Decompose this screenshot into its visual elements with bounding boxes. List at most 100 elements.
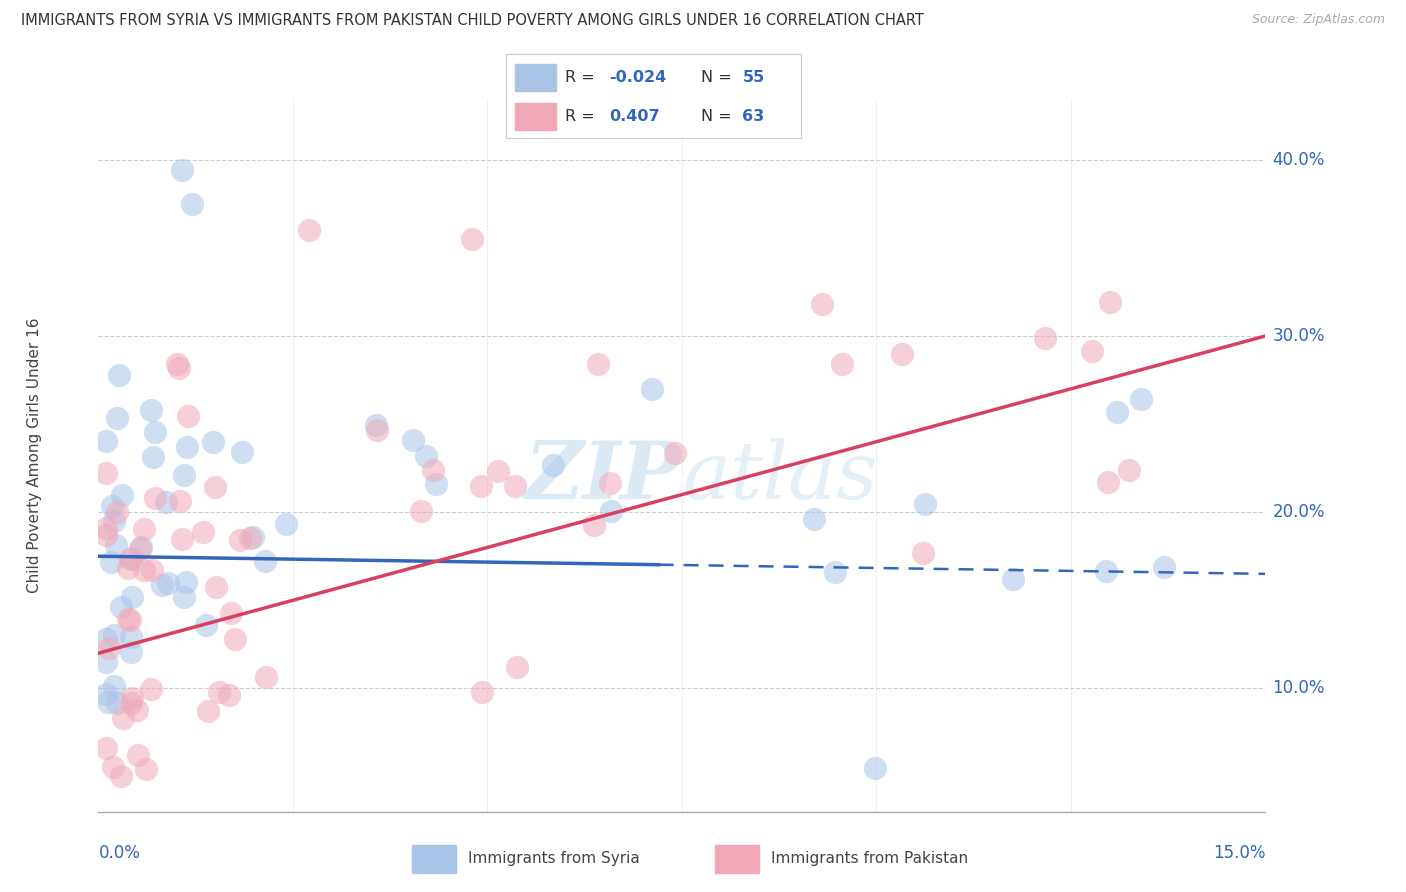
- Point: [803, 512, 825, 526]
- Point: [96, 434, 118, 448]
- Point: [96, 521, 118, 535]
- Point: [1094, 564, 1116, 578]
- Point: [117, 612, 139, 626]
- Point: [141, 681, 163, 696]
- Point: [582, 517, 605, 532]
- Point: [425, 476, 447, 491]
- Point: [96, 528, 118, 542]
- Point: [166, 358, 188, 372]
- Point: [96, 655, 118, 669]
- Point: [503, 478, 526, 492]
- Point: [101, 500, 124, 514]
- Point: [204, 480, 226, 494]
- Point: [96, 687, 118, 701]
- Point: [218, 688, 240, 702]
- Point: [415, 449, 437, 463]
- Point: [1099, 295, 1122, 310]
- Point: [129, 540, 152, 554]
- Point: [1118, 463, 1140, 477]
- Text: 63: 63: [742, 109, 765, 124]
- Point: [103, 679, 125, 693]
- Point: [402, 433, 425, 447]
- Point: [600, 503, 623, 517]
- Point: [891, 347, 914, 361]
- Point: [110, 599, 132, 614]
- Point: [254, 670, 277, 684]
- Text: Immigrants from Pakistan: Immigrants from Pakistan: [770, 851, 969, 866]
- Point: [156, 576, 179, 591]
- Point: [121, 551, 143, 566]
- Point: [641, 382, 664, 396]
- Text: Child Poverty Among Girls Under 16: Child Poverty Among Girls Under 16: [27, 318, 42, 592]
- Point: [471, 685, 494, 699]
- Point: [120, 613, 142, 627]
- Point: [470, 479, 492, 493]
- Point: [1035, 331, 1057, 345]
- Point: [366, 423, 388, 437]
- Point: [1129, 392, 1152, 407]
- Point: [96, 632, 118, 647]
- Point: [229, 533, 252, 547]
- Point: [143, 425, 166, 440]
- Point: [810, 297, 832, 311]
- Point: [1097, 475, 1119, 490]
- Point: [197, 704, 219, 718]
- Point: [120, 645, 142, 659]
- Point: [208, 685, 231, 699]
- Point: [276, 516, 298, 531]
- Point: [242, 530, 264, 544]
- Point: [141, 402, 163, 417]
- Point: [461, 232, 484, 246]
- Point: [103, 760, 125, 774]
- Text: 0.407: 0.407: [610, 109, 661, 124]
- Text: atlas: atlas: [682, 438, 877, 515]
- Point: [110, 769, 132, 783]
- Point: [664, 446, 686, 460]
- Point: [104, 538, 127, 552]
- Point: [172, 532, 194, 546]
- Point: [121, 590, 143, 604]
- Text: 40.0%: 40.0%: [1272, 151, 1324, 169]
- Point: [231, 444, 253, 458]
- Point: [1081, 344, 1104, 359]
- Text: 30.0%: 30.0%: [1272, 327, 1324, 345]
- Point: [145, 491, 167, 505]
- Point: [105, 505, 128, 519]
- Point: [422, 463, 444, 477]
- Point: [599, 476, 621, 491]
- Point: [176, 441, 198, 455]
- Point: [224, 632, 246, 646]
- Text: N =: N =: [702, 70, 737, 85]
- Point: [543, 458, 565, 472]
- Point: [96, 741, 118, 756]
- Point: [142, 450, 165, 465]
- Point: [141, 564, 163, 578]
- Point: [219, 606, 242, 620]
- Point: [97, 695, 120, 709]
- Point: [254, 554, 277, 568]
- Point: [127, 748, 149, 763]
- Point: [409, 504, 432, 518]
- Point: [202, 434, 225, 449]
- Text: Immigrants from Syria: Immigrants from Syria: [468, 851, 640, 866]
- Point: [167, 360, 190, 375]
- Point: [111, 487, 134, 501]
- Point: [155, 494, 177, 508]
- Point: [117, 561, 139, 575]
- Bar: [716, 845, 759, 872]
- Text: ZIP: ZIP: [524, 438, 682, 515]
- Point: [105, 697, 128, 711]
- Point: [177, 409, 200, 424]
- Point: [1153, 559, 1175, 574]
- Point: [120, 552, 142, 566]
- Point: [486, 464, 509, 478]
- Point: [129, 542, 152, 557]
- Text: 15.0%: 15.0%: [1213, 844, 1265, 862]
- Point: [505, 660, 527, 674]
- Point: [586, 357, 609, 371]
- Point: [824, 566, 846, 580]
- Point: [204, 580, 226, 594]
- Point: [180, 197, 202, 211]
- Point: [132, 563, 155, 577]
- Point: [100, 555, 122, 569]
